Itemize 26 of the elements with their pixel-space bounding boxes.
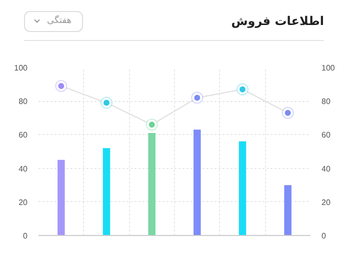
bar	[58, 160, 65, 236]
bar	[148, 133, 156, 236]
y2-tick-label: 60	[322, 130, 331, 140]
y-tick-label: 80	[18, 97, 28, 106]
y-tick-label: 20	[18, 198, 28, 207]
y2-tick-label: 40	[322, 164, 331, 174]
y2-tick-label: 80	[322, 97, 331, 106]
point	[282, 106, 294, 119]
point	[236, 83, 248, 96]
text: هفتگی	[24, 11, 82, 32]
point	[146, 118, 158, 131]
y-tick-label: 40	[18, 164, 28, 174]
y-tick-label: 100	[14, 64, 28, 72]
point	[55, 80, 68, 92]
bar	[238, 141, 246, 236]
y2-tick-label: 0	[322, 232, 326, 240]
y2-tick-label: 20	[322, 198, 331, 207]
chart-title: اطلاعات فروش	[231, 12, 324, 30]
bar	[102, 148, 110, 236]
y2-tick-label: 100	[322, 64, 336, 72]
point	[100, 96, 112, 109]
bar	[284, 185, 292, 236]
bar	[194, 130, 201, 236]
y-tick-label: 0	[23, 232, 28, 240]
point	[191, 92, 204, 104]
y-tick-label: 60	[18, 130, 28, 140]
